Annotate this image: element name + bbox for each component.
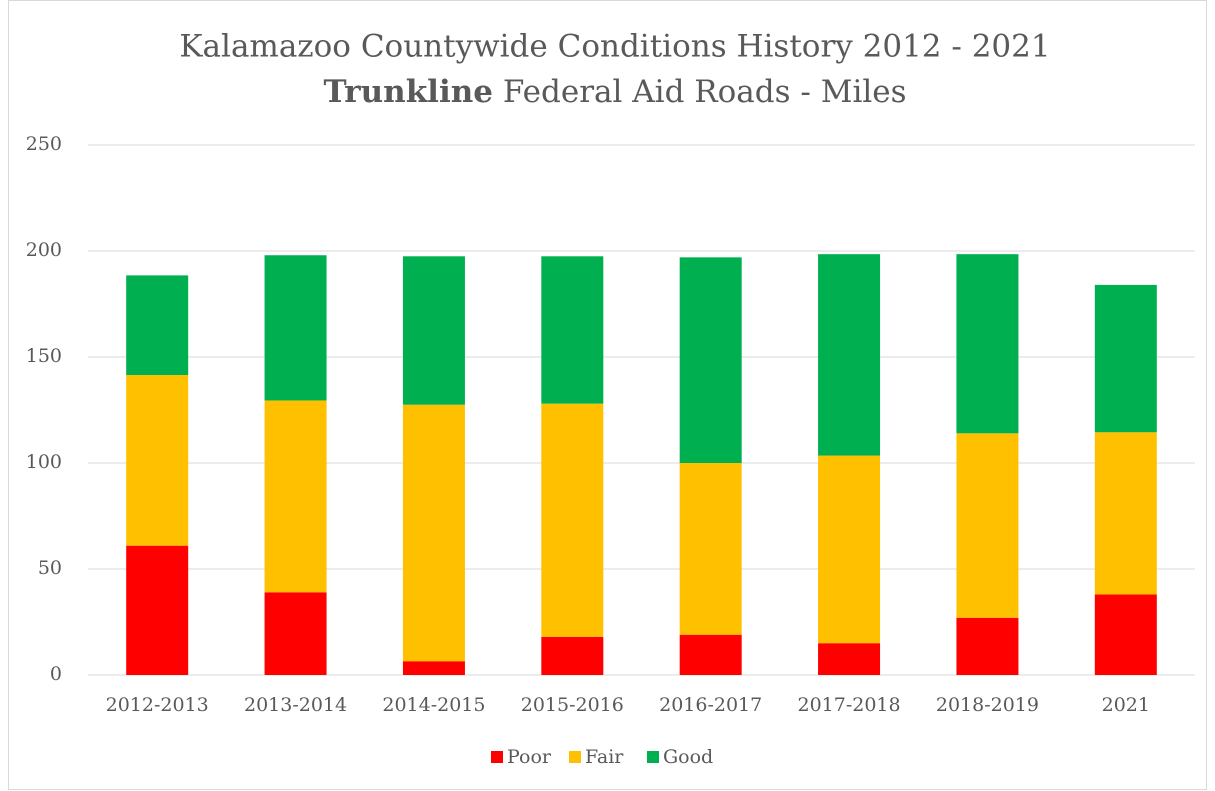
subtitle-bold: Trunkline [323,74,493,110]
bar-segment [541,403,604,637]
bar-segment [126,375,189,546]
x-tick-label: 2018-2019 [936,694,1039,716]
bar-segment [679,463,742,635]
x-tick-label: 2021 [1102,694,1150,716]
bar-segment [264,400,327,593]
y-tick-label: 100 [26,451,62,473]
x-tick-label: 2012-2013 [106,694,209,716]
x-tick-label: 2013-2014 [244,694,347,716]
bar-segment [402,404,465,662]
x-tick-label: 2017-2018 [797,694,900,716]
x-tick-label: 2014-2015 [382,694,485,716]
bar-segment [679,634,742,675]
legend-label: Good [663,746,713,768]
legend-swatch [569,751,581,763]
bar-segment [126,275,189,376]
y-tick-label: 0 [50,663,62,685]
y-tick-label: 200 [26,239,62,261]
chart-title: Kalamazoo Countywide Conditions History … [179,29,1050,65]
chart-border [8,0,1207,790]
bar-segment [264,255,327,401]
x-tick-label: 2015-2016 [521,694,624,716]
bar-segment [818,455,881,644]
legend-label: Poor [507,746,552,768]
y-tick-label: 250 [26,133,62,155]
legend-label: Fair [585,746,624,768]
bar-segment [956,254,1019,434]
y-tick-label: 150 [26,345,62,367]
chart-subtitle: Trunkline Federal Aid Roads - Miles [323,74,906,110]
bar-segment [1094,432,1157,595]
bar-segment [541,256,604,404]
bar-segment [956,617,1019,675]
bar-segment [126,545,189,675]
subtitle-text: Federal Aid Roads - Miles [503,74,907,110]
bar-segment [1094,284,1157,433]
bar-segment [402,256,465,405]
y-tick-label: 50 [38,557,62,579]
bar-segment [956,433,1019,618]
legend-swatch [647,751,659,763]
bar-segment [1094,594,1157,675]
bar-segment [402,661,465,675]
bar-segment [264,592,327,675]
bar-segment [679,257,742,463]
bar-segment [818,254,881,456]
bar-segment [818,643,881,675]
legend-swatch [491,751,503,763]
x-tick-label: 2016-2017 [659,694,762,716]
bar-segment [541,636,604,675]
